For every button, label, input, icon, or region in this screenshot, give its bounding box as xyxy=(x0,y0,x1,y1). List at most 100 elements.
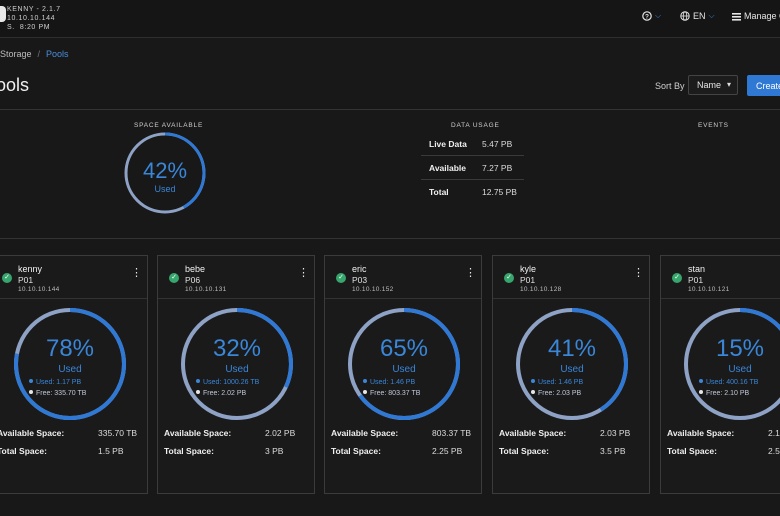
legend-used-text: Used: 1000.26 TB xyxy=(203,379,260,386)
pool-ip: 10.10.10.121 xyxy=(688,286,730,293)
total-space-value: 3.5 PB xyxy=(600,446,626,456)
free-dot-icon xyxy=(29,390,33,394)
caret-down-icon: ▾ xyxy=(726,80,731,89)
available-space-row: Available Space: 335.70 TB xyxy=(0,428,137,438)
page-title: ools xyxy=(0,75,30,95)
pool-node-name: stan xyxy=(688,264,706,274)
create-button[interactable]: Create xyxy=(747,75,780,96)
available-space-row: Available Space: 2.03 PB xyxy=(499,428,630,438)
status-ok-icon: ✓ xyxy=(2,273,12,283)
total-space-row: Total Space: 3 PB xyxy=(164,446,283,456)
legend-free-text: Free: 335.70 TB xyxy=(36,390,87,397)
list-icon xyxy=(732,12,741,21)
free-dot-icon xyxy=(363,390,367,394)
legend-used-text: Used: 1.17 PB xyxy=(36,379,82,386)
data-usage-table: Live Data 5.47 PB Available 7.27 PB Tota… xyxy=(421,132,524,203)
pool-ip: 10.10.10.152 xyxy=(352,286,394,293)
pool-ip: 10.10.10.144 xyxy=(18,286,60,293)
usage-legend: Used: 1.46 PB Free: 803.37 TB xyxy=(363,377,420,399)
usage-percent: 78% xyxy=(45,335,95,362)
available-space-label: Available Space: xyxy=(331,428,399,438)
legend-used-text: Used: 1.46 PB xyxy=(538,379,584,386)
pool-id: P01 xyxy=(520,275,536,285)
language-menu-button[interactable]: EN ⌵ xyxy=(680,11,715,21)
status-ok-icon: ✓ xyxy=(504,273,514,283)
available-space-label: Available Space: xyxy=(499,428,567,438)
status-ok-icon: ✓ xyxy=(672,273,682,283)
svg-text:?: ? xyxy=(645,14,649,21)
more-options-icon[interactable]: ⋮ xyxy=(298,267,309,279)
card-divider xyxy=(325,298,481,299)
total-space-label: Total Space: xyxy=(667,446,717,456)
space-available-sub: Used xyxy=(154,184,176,194)
pool-id: P03 xyxy=(352,275,368,285)
legend-free: Free: 2.10 PB xyxy=(699,388,758,399)
used-dot-icon xyxy=(363,379,367,383)
legend-used: Used: 1.17 PB xyxy=(29,377,86,388)
used-dot-icon xyxy=(531,379,535,383)
pool-card-kyle[interactable]: ✓ kyle P01 10.10.10.128 ⋮ 41% Used Used:… xyxy=(492,255,650,494)
usage-value: 5.47 PB xyxy=(482,139,513,149)
usage-legend: Used: 1.46 PB Free: 2.03 PB xyxy=(531,377,583,399)
legend-used: Used: 1.46 PB xyxy=(531,377,583,388)
chevron-down-icon: ⌵ xyxy=(655,11,662,20)
logo-icon xyxy=(0,6,6,22)
legend-free: Free: 803.37 TB xyxy=(363,388,420,399)
pool-id: P06 xyxy=(185,275,201,285)
data-usage-header: DATA USAGE xyxy=(451,122,500,129)
space-available-donut xyxy=(124,132,206,214)
usage-donut xyxy=(14,308,126,420)
available-space-value: 2.03 PB xyxy=(600,428,631,438)
usage-label: Live Data xyxy=(429,139,467,149)
available-space-value: 335.70 TB xyxy=(98,428,138,438)
available-space-label: Available Space: xyxy=(164,428,232,438)
pool-node-name: bebe xyxy=(185,264,206,274)
usage-donut xyxy=(516,308,628,420)
available-space-row: Available Space: 2.10 PB xyxy=(667,428,780,438)
legend-used-text: Used: 1.46 PB xyxy=(370,379,416,386)
total-space-row: Total Space: 1.5 PB xyxy=(0,446,124,456)
more-options-icon[interactable]: ⋮ xyxy=(465,267,476,279)
usage-label: Total xyxy=(429,187,449,197)
chevron-down-icon: ⌵ xyxy=(708,11,715,20)
usage-percent: 32% xyxy=(212,335,262,362)
pool-id: P01 xyxy=(688,275,704,285)
usage-label: Used xyxy=(728,364,752,375)
pool-node-name: kyle xyxy=(520,264,537,274)
status-ok-icon: ✓ xyxy=(336,273,346,283)
used-dot-icon xyxy=(29,379,33,383)
sort-select[interactable]: Name ▾ xyxy=(688,75,738,95)
usage-label: Used xyxy=(225,364,249,375)
breadcrumb-pools[interactable]: Pools xyxy=(46,49,69,59)
pool-card-stan[interactable]: ✓ stan P01 10.10.10.121 ⋮ 15% Used Used:… xyxy=(660,255,780,494)
available-space-value: 2.10 PB xyxy=(768,428,780,438)
manage-menu-button[interactable]: Manage C xyxy=(732,11,780,21)
help-icon: ? xyxy=(642,11,652,21)
usage-donut xyxy=(348,308,460,420)
pool-ip: 10.10.10.128 xyxy=(520,286,562,293)
more-options-icon[interactable]: ⋮ xyxy=(131,267,142,279)
space-available-header: SPACE AVAILABLE xyxy=(134,122,204,129)
usage-percent: 15% xyxy=(715,335,765,362)
pool-ip: 10.10.10.131 xyxy=(185,286,227,293)
pool-card-eric[interactable]: ✓ eric P03 10.10.10.152 ⋮ 65% Used Used:… xyxy=(324,255,482,494)
help-menu-button[interactable]: ? ⌵ xyxy=(642,11,661,21)
system-info: KENNY - 2.1.7 10.10.10.144 S. 8:20 PM xyxy=(7,5,61,32)
globe-icon xyxy=(680,11,690,21)
pool-card-bebe[interactable]: ✓ bebe P06 10.10.10.131 ⋮ 32% Used Used:… xyxy=(157,255,315,494)
divider xyxy=(0,109,780,110)
usage-label: Used xyxy=(392,364,416,375)
pool-card-kenny[interactable]: ✓ kenny P01 10.10.10.144 ⋮ 78% Used Used… xyxy=(0,255,148,494)
sort-value: Name xyxy=(697,80,722,90)
usage-donut xyxy=(181,308,293,420)
system-name: KENNY - 2.1.7 xyxy=(7,6,61,13)
legend-free-text: Free: 2.02 PB xyxy=(203,390,247,397)
available-space-label: Available Space: xyxy=(0,428,65,438)
breadcrumb-storage[interactable]: Storage xyxy=(0,49,32,59)
more-options-icon[interactable]: ⋮ xyxy=(633,267,644,279)
usage-legend: Used: 1000.26 TB Free: 2.02 PB xyxy=(196,377,259,399)
free-dot-icon xyxy=(196,390,200,394)
events-header: EVENTS xyxy=(698,122,729,129)
legend-free-text: Free: 803.37 TB xyxy=(370,390,421,397)
status-ok-icon: ✓ xyxy=(169,273,179,283)
